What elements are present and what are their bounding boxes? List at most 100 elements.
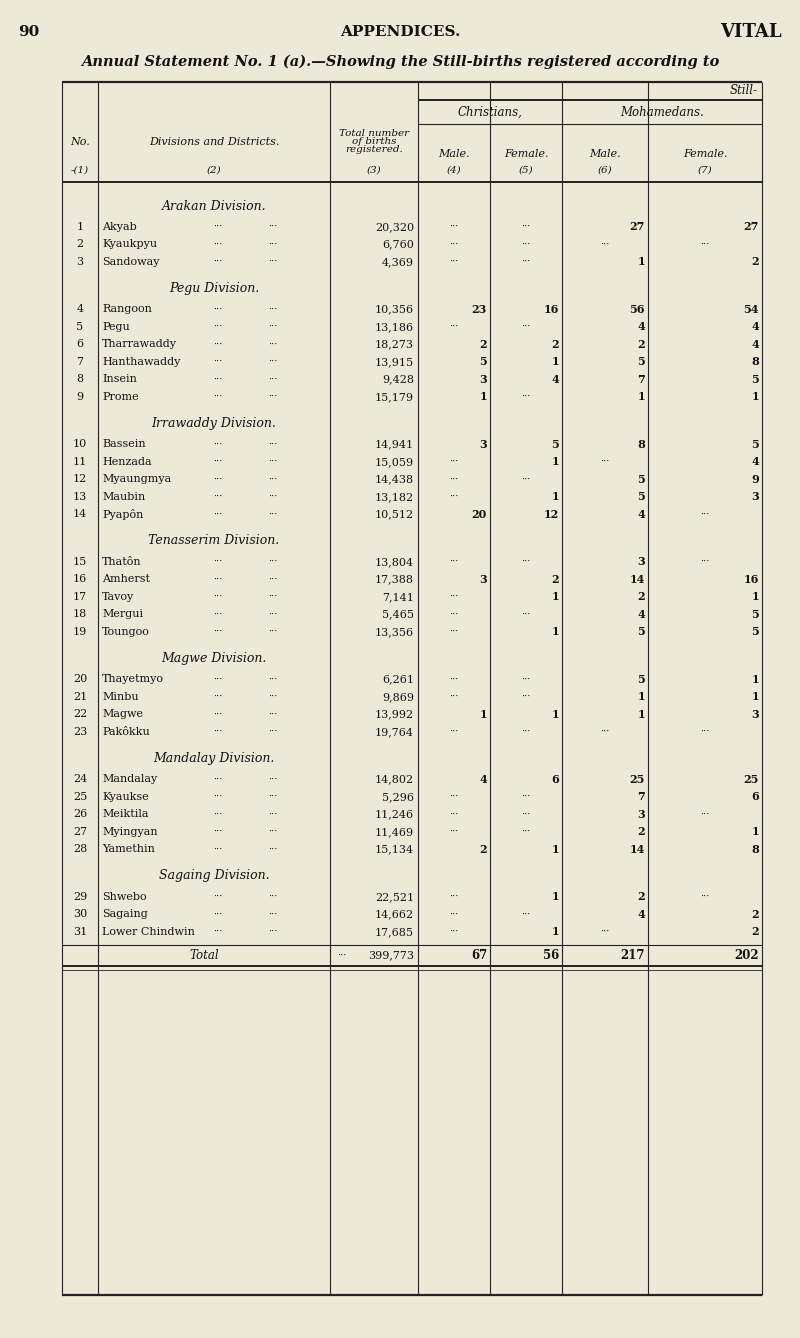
Text: ···: ··· (450, 674, 458, 684)
Text: 5,296: 5,296 (382, 792, 414, 801)
Text: 1: 1 (479, 709, 487, 720)
Text: ···: ··· (214, 257, 222, 266)
Text: Maubin: Maubin (102, 492, 146, 502)
Text: ···: ··· (268, 692, 278, 701)
Text: Rangoon: Rangoon (102, 304, 152, 314)
Text: ···: ··· (338, 951, 346, 959)
Text: 1: 1 (751, 674, 759, 685)
Text: ···: ··· (450, 809, 458, 819)
Text: Sagaing Division.: Sagaing Division. (158, 870, 270, 883)
Text: 21: 21 (73, 692, 87, 701)
Text: ···: ··· (214, 692, 222, 701)
Text: Hanthawaddy: Hanthawaddy (102, 357, 180, 367)
Text: 5: 5 (751, 439, 759, 450)
Text: ···: ··· (700, 557, 710, 566)
Text: ···: ··· (268, 628, 278, 637)
Text: 13,356: 13,356 (375, 626, 414, 637)
Text: 14,802: 14,802 (375, 775, 414, 784)
Text: 1: 1 (551, 626, 559, 637)
Text: ···: ··· (268, 305, 278, 313)
Text: ···: ··· (268, 674, 278, 684)
Text: Total: Total (189, 949, 219, 962)
Text: Pakôkku: Pakôkku (102, 727, 150, 737)
Text: Mandalay Division.: Mandalay Division. (154, 752, 274, 765)
Text: Toungoo: Toungoo (102, 626, 150, 637)
Text: (2): (2) (206, 166, 222, 174)
Text: 67: 67 (470, 949, 487, 962)
Text: ···: ··· (214, 674, 222, 684)
Text: -(1): -(1) (71, 166, 89, 174)
Text: ···: ··· (214, 844, 222, 854)
Text: ···: ··· (522, 240, 530, 249)
Text: 56: 56 (630, 304, 645, 314)
Text: Kyaukpyu: Kyaukpyu (102, 240, 157, 249)
Text: 13,186: 13,186 (375, 321, 414, 332)
Text: Pegu: Pegu (102, 321, 130, 332)
Text: ···: ··· (450, 222, 458, 231)
Text: 11: 11 (73, 456, 87, 467)
Text: 4: 4 (638, 609, 645, 619)
Text: APPENDICES.: APPENDICES. (340, 25, 460, 39)
Text: ···: ··· (600, 458, 610, 466)
Text: ···: ··· (214, 709, 222, 719)
Text: ···: ··· (268, 492, 278, 502)
Text: 3: 3 (479, 439, 487, 450)
Text: 8: 8 (751, 356, 759, 367)
Text: ···: ··· (450, 792, 458, 801)
Text: ···: ··· (450, 892, 458, 902)
Text: 9,869: 9,869 (382, 692, 414, 701)
Text: Mohamedans.: Mohamedans. (620, 106, 704, 119)
Text: ···: ··· (214, 492, 222, 502)
Text: ···: ··· (268, 610, 278, 618)
Text: ···: ··· (268, 927, 278, 937)
Text: ···: ··· (268, 392, 278, 401)
Text: 4: 4 (751, 321, 759, 332)
Text: 6: 6 (551, 773, 559, 785)
Text: of births: of births (352, 138, 396, 146)
Text: 28: 28 (73, 844, 87, 854)
Text: ···: ··· (214, 557, 222, 566)
Text: ···: ··· (214, 440, 222, 448)
Text: 5: 5 (479, 356, 487, 367)
Text: 8: 8 (638, 439, 645, 450)
Text: 3: 3 (638, 808, 645, 820)
Text: ···: ··· (700, 892, 710, 902)
Text: 5: 5 (638, 474, 645, 484)
Text: ···: ··· (268, 593, 278, 601)
Text: 1: 1 (751, 827, 759, 838)
Text: ···: ··· (214, 628, 222, 637)
Text: 6: 6 (751, 791, 759, 803)
Text: Bassein: Bassein (102, 439, 146, 450)
Text: Shwebo: Shwebo (102, 891, 146, 902)
Text: 20,320: 20,320 (375, 222, 414, 231)
Text: 14,438: 14,438 (375, 474, 414, 484)
Text: ···: ··· (522, 392, 530, 401)
Text: 5: 5 (638, 626, 645, 637)
Text: ···: ··· (214, 340, 222, 349)
Text: (5): (5) (518, 166, 534, 174)
Text: 27: 27 (630, 221, 645, 233)
Text: 2: 2 (638, 827, 645, 838)
Text: Christians,: Christians, (458, 106, 522, 119)
Text: 5: 5 (751, 626, 759, 637)
Text: ···: ··· (214, 728, 222, 736)
Text: 5: 5 (638, 491, 645, 502)
Text: 2: 2 (551, 339, 559, 349)
Text: ···: ··· (450, 257, 458, 266)
Text: ···: ··· (522, 827, 530, 836)
Text: ···: ··· (268, 222, 278, 231)
Text: 2: 2 (479, 844, 487, 855)
Text: registered.: registered. (345, 146, 403, 154)
Text: ···: ··· (214, 927, 222, 937)
Text: 1: 1 (751, 692, 759, 702)
Text: Henzada: Henzada (102, 456, 152, 467)
Text: Meiktila: Meiktila (102, 809, 149, 819)
Text: ···: ··· (268, 557, 278, 566)
Text: 27: 27 (744, 221, 759, 233)
Text: Myingyan: Myingyan (102, 827, 158, 836)
Text: ···: ··· (214, 593, 222, 601)
Text: Tharrawaddy: Tharrawaddy (102, 340, 177, 349)
Text: 29: 29 (73, 891, 87, 902)
Text: ···: ··· (450, 475, 458, 484)
Text: 2: 2 (77, 240, 83, 249)
